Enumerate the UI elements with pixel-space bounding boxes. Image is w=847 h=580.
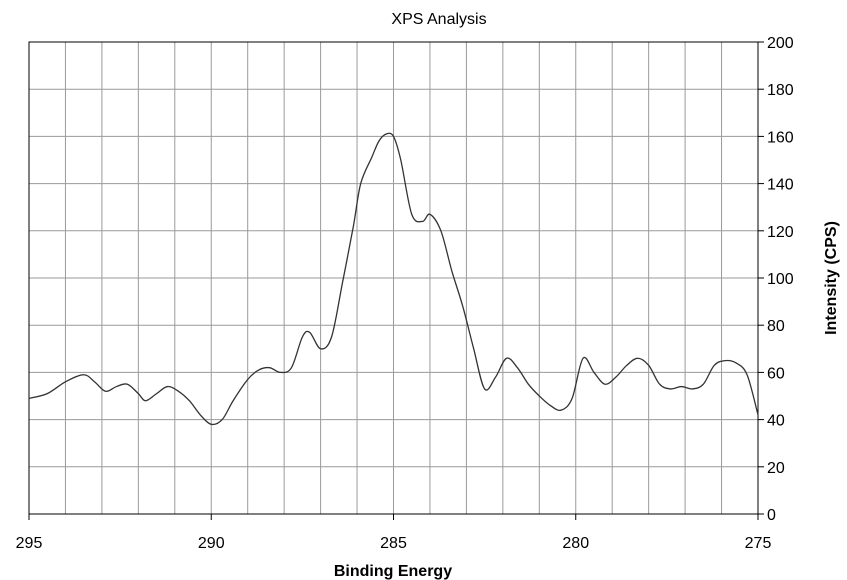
series-layer — [28, 132, 759, 426]
y-tick-label: 180 — [767, 82, 794, 99]
y-tick-label: 80 — [767, 318, 785, 335]
y-tick-label: 60 — [767, 365, 785, 382]
series-line — [28, 132, 759, 426]
chart-title: XPS Analysis — [391, 11, 486, 28]
x-tick-label: 280 — [562, 535, 589, 552]
y-tick-label: 140 — [767, 177, 794, 194]
x-tick-label: 295 — [16, 535, 43, 552]
x-axis-title: Binding Energy — [334, 563, 452, 580]
grid — [29, 42, 758, 514]
x-tick-label: 290 — [198, 535, 225, 552]
x-tick-label: 275 — [745, 535, 772, 552]
x-axis-ticks: 295 290 285 280 275 — [16, 514, 772, 552]
x-tick-label: 285 — [380, 535, 407, 552]
y-axis-title: Intensity (CPS) — [823, 221, 840, 335]
y-tick-label: 160 — [767, 129, 794, 146]
y-tick-label: 120 — [767, 224, 794, 241]
y-axis-ticks: 0 20 40 60 80 100 120 140 160 180 200 — [758, 35, 794, 524]
y-tick-label: 200 — [767, 35, 794, 52]
y-tick-label: 40 — [767, 413, 785, 430]
y-tick-label: 20 — [767, 460, 785, 477]
y-tick-label: 100 — [767, 271, 794, 288]
y-tick-label: 0 — [767, 507, 776, 524]
